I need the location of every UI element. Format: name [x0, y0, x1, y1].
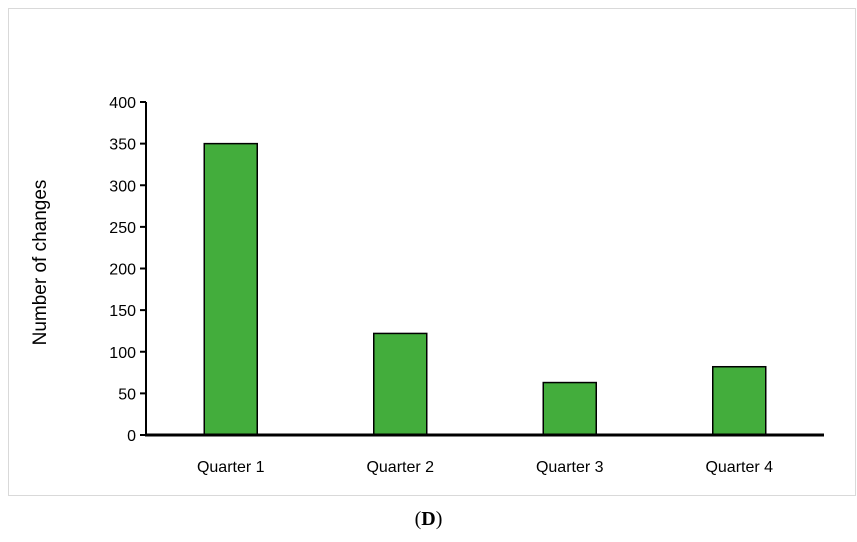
y-tick-label: 300 — [109, 178, 136, 195]
panel-label-close: ) — [435, 508, 443, 530]
bar — [542, 381, 597, 436]
y-tick-label: 0 — [127, 428, 136, 445]
bar-series — [203, 142, 767, 436]
x-axis-tick-labels: Quarter 1 Quarter 2 Quarter 3 Quarter 4 — [197, 459, 773, 476]
x-tick-label: Quarter 4 — [705, 459, 773, 476]
x-tick-label: Quarter 1 — [197, 459, 265, 476]
y-tick-label: 100 — [109, 345, 136, 362]
y-axis-title: Number of changes — [30, 180, 51, 346]
x-tick-label: Quarter 3 — [536, 459, 604, 476]
x-tick-label: Quarter 2 — [366, 459, 434, 476]
chart-container: 0 50 100 150 200 250 300 350 400 Quarter 1 Quarte… — [8, 8, 856, 496]
y-tick-label: 200 — [109, 262, 136, 279]
y-tick-label: 50 — [118, 386, 136, 403]
bar — [373, 332, 428, 436]
y-tick-label: 150 — [109, 303, 136, 320]
y-tick-label: 250 — [109, 220, 136, 237]
panel-label: (D) — [0, 508, 857, 531]
panel-label-letter: D — [421, 508, 436, 530]
bar — [203, 142, 258, 436]
y-axis-ticks: 0 50 100 150 200 250 300 350 400 — [109, 95, 146, 445]
bar — [712, 365, 767, 436]
panel-label-open: ( — [414, 508, 422, 530]
y-tick-label: 350 — [109, 137, 136, 154]
y-tick-label: 400 — [109, 95, 136, 112]
